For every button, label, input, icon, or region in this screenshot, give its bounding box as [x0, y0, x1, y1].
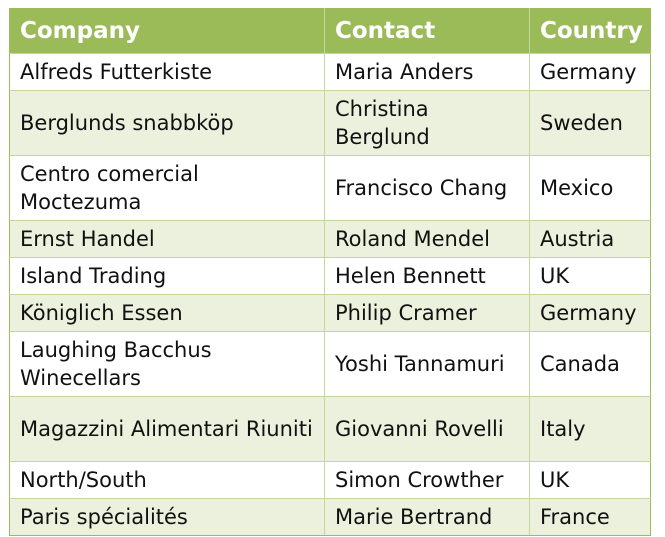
contact-cell: Marie Bertrand [324, 498, 530, 536]
country-cell: UK [529, 461, 651, 499]
table-header-row: Company Contact Country [9, 8, 651, 54]
column-header-contact: Contact [324, 8, 530, 54]
company-cell: North/South [9, 461, 325, 499]
company-cell: Berglunds snabbköp [9, 90, 325, 156]
table-row: Königlich Essen Philip Cramer Germany [9, 294, 651, 332]
customers-table: Company Contact Country Alfreds Futterki… [9, 8, 651, 536]
company-cell: Centro comercial Moctezuma [9, 155, 325, 221]
contact-cell: Helen Bennett [324, 257, 530, 295]
table-row: Ernst Handel Roland Mendel Austria [9, 220, 651, 258]
country-cell: Mexico [529, 155, 651, 221]
table-row: Island Trading Helen Bennett UK [9, 257, 651, 295]
table-row: Centro comercial Moctezuma Francisco Cha… [9, 155, 651, 221]
contact-cell: Giovanni Rovelli [324, 396, 530, 462]
table-row: Paris spécialités Marie Bertrand France [9, 498, 651, 536]
table-row: North/South Simon Crowther UK [9, 461, 651, 499]
company-cell: Magazzini Alimentari Riuniti [9, 396, 325, 462]
company-cell: Laughing Bacchus Winecellars [9, 331, 325, 397]
country-cell: Italy [529, 396, 651, 462]
customers-table-container: Company Contact Country Alfreds Futterki… [9, 8, 651, 536]
company-cell: Island Trading [9, 257, 325, 295]
table-row: Berglunds snabbköp Christina Berglund Sw… [9, 90, 651, 156]
country-cell: Sweden [529, 90, 651, 156]
table-row: Magazzini Alimentari Riuniti Giovanni Ro… [9, 396, 651, 462]
contact-cell: Simon Crowther [324, 461, 530, 499]
table-row: Laughing Bacchus Winecellars Yoshi Tanna… [9, 331, 651, 397]
column-header-company: Company [9, 8, 325, 54]
country-cell: Germany [529, 53, 651, 91]
contact-cell: Yoshi Tannamuri [324, 331, 530, 397]
contact-cell: Francisco Chang [324, 155, 530, 221]
column-header-country: Country [529, 8, 651, 54]
company-cell: Alfreds Futterkiste [9, 53, 325, 91]
country-cell: UK [529, 257, 651, 295]
table-row: Alfreds Futterkiste Maria Anders Germany [9, 53, 651, 91]
country-cell: France [529, 498, 651, 536]
company-cell: Ernst Handel [9, 220, 325, 258]
country-cell: Austria [529, 220, 651, 258]
contact-cell: Christina Berglund [324, 90, 530, 156]
country-cell: Germany [529, 294, 651, 332]
contact-cell: Maria Anders [324, 53, 530, 91]
contact-cell: Roland Mendel [324, 220, 530, 258]
company-cell: Paris spécialités [9, 498, 325, 536]
country-cell: Canada [529, 331, 651, 397]
contact-cell: Philip Cramer [324, 294, 530, 332]
company-cell: Königlich Essen [9, 294, 325, 332]
